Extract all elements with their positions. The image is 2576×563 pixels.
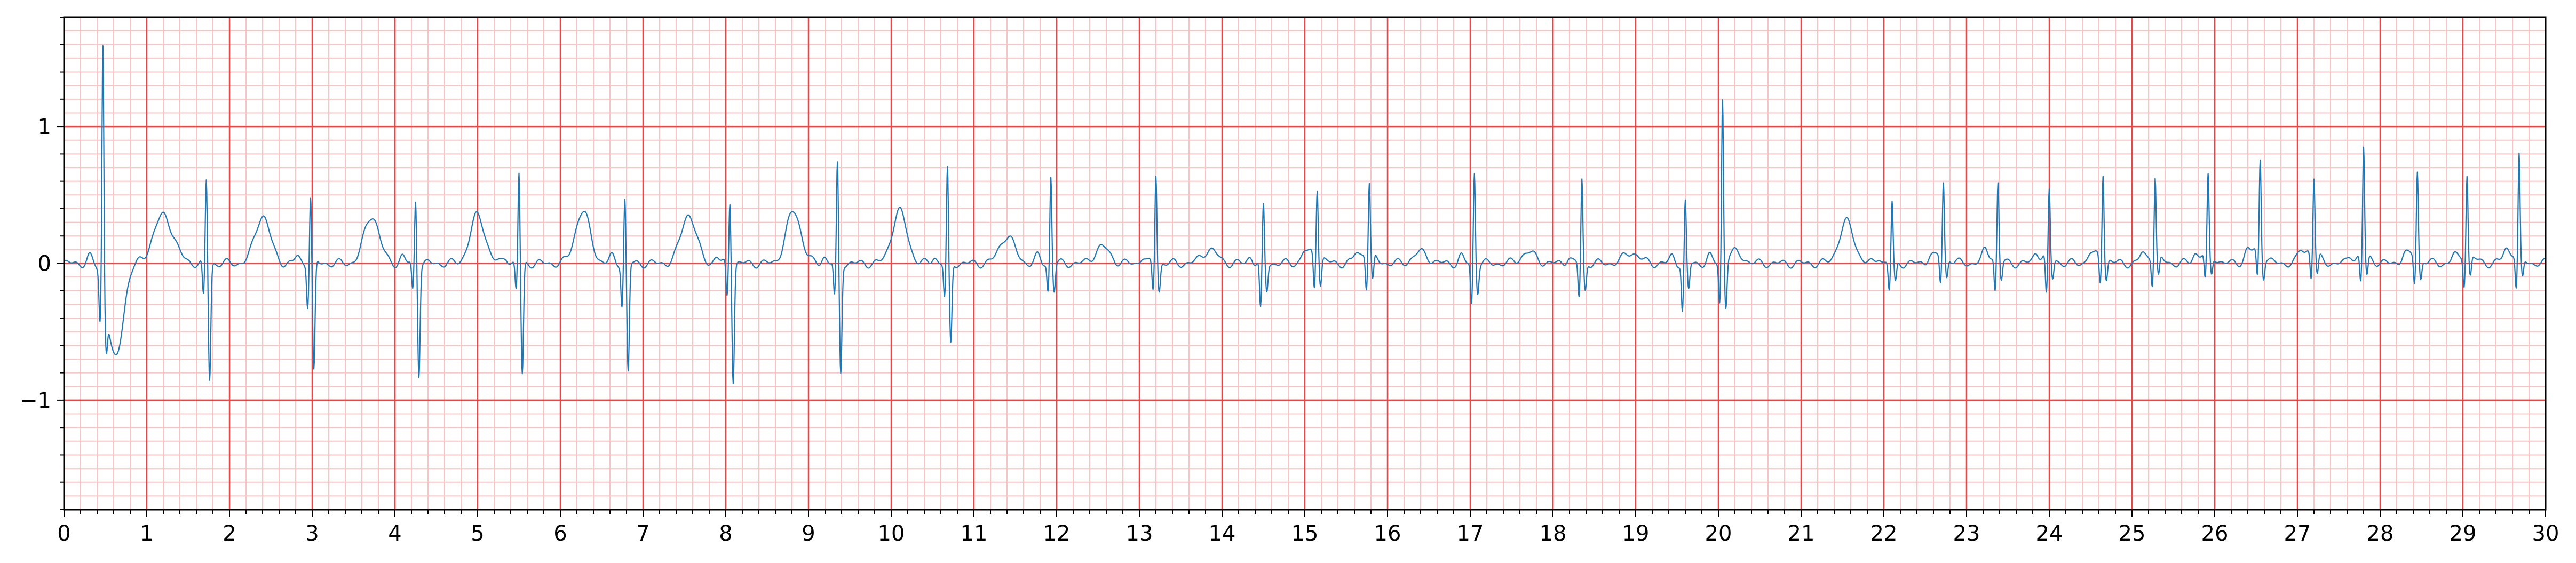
x-tick-label: 13 [1126,521,1153,546]
x-tick-label: 26 [2201,521,2229,546]
x-tick-label: 3 [305,521,319,546]
x-tick-label: 7 [636,521,649,546]
x-tick-label: 21 [1788,521,1815,546]
y-tick-label: 0 [38,252,51,276]
x-tick-label: 25 [2119,521,2146,546]
x-axis-ticks: 0 1 2 3 4 5 6 7 8 9 10 11 12 13 14 15 16 17 18 19 20 21 22 23 24… [57,510,2559,546]
x-tick-label: 2 [223,521,236,546]
y-axis-ticks: −1 0 1 [20,17,64,510]
x-tick-label: 14 [1209,521,1236,546]
x-tick-label: 20 [1705,521,1732,546]
x-tick-label: 29 [2450,521,2477,546]
x-tick-label: 4 [388,521,401,546]
y-tick-label: 1 [38,115,51,139]
y-tick-label: −1 [20,388,51,413]
x-tick-label: 30 [2532,521,2559,546]
x-tick-label: 19 [1622,521,1650,546]
x-tick-label: 1 [140,521,153,546]
x-tick-label: 17 [1457,521,1484,546]
x-tick-label: 11 [961,521,988,546]
x-tick-label: 12 [1043,521,1071,546]
x-tick-label: 6 [553,521,567,546]
x-tick-label: 15 [1291,521,1319,546]
x-tick-label: 24 [2036,521,2063,546]
ecg-trace [64,45,2546,384]
ecg-series-line [64,45,2546,384]
x-tick-label: 5 [471,521,484,546]
x-tick-label: 22 [1870,521,1898,546]
x-tick-label: 28 [2367,521,2394,546]
x-tick-label: 9 [802,521,815,546]
x-tick-label: 8 [719,521,732,546]
x-tick-label: 27 [2284,521,2311,546]
x-tick-label: 0 [57,521,70,546]
x-tick-label: 23 [1953,521,1980,546]
x-tick-label: 10 [878,521,905,546]
x-tick-label: 16 [1374,521,1401,546]
x-tick-label: 18 [1540,521,1567,546]
